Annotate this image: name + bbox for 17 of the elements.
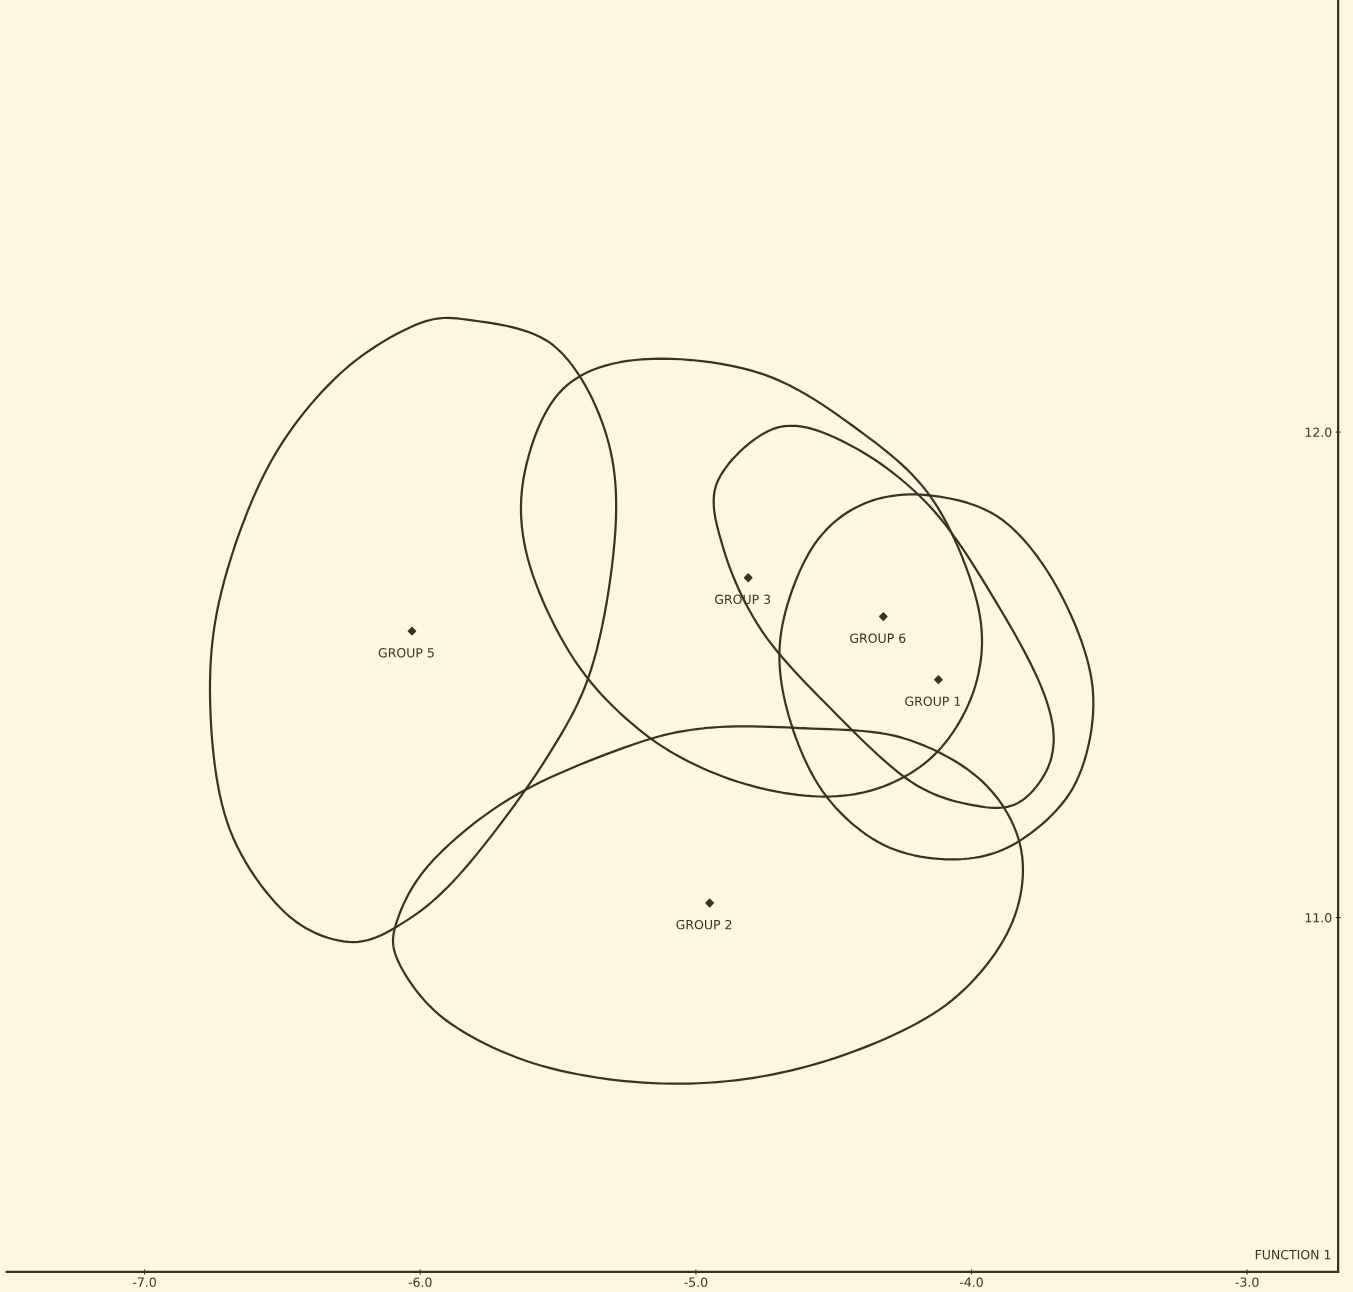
y-tick-label: 12.0 xyxy=(1305,427,1332,438)
point xyxy=(878,612,888,621)
point xyxy=(407,626,417,636)
annotation: GROUP 1 xyxy=(905,696,961,707)
x-tick-label: -3.0 xyxy=(1235,1277,1259,1287)
y-tick-label: 11.0 xyxy=(1305,913,1332,923)
point xyxy=(934,675,943,685)
annotation: GROUP 6 xyxy=(850,633,906,643)
x-tick-label: -4.0 xyxy=(959,1277,983,1287)
x-axis-title: FUNCTION 1 xyxy=(1255,1249,1331,1260)
annotation: GROUP 2 xyxy=(676,919,732,930)
point xyxy=(743,573,753,583)
point xyxy=(705,898,715,908)
x-tick-label: -7.0 xyxy=(133,1277,156,1287)
x-tick-label: -6.0 xyxy=(408,1277,432,1287)
annotation: GROUP 5 xyxy=(378,648,434,658)
x-tick-label: -5.0 xyxy=(684,1277,708,1287)
